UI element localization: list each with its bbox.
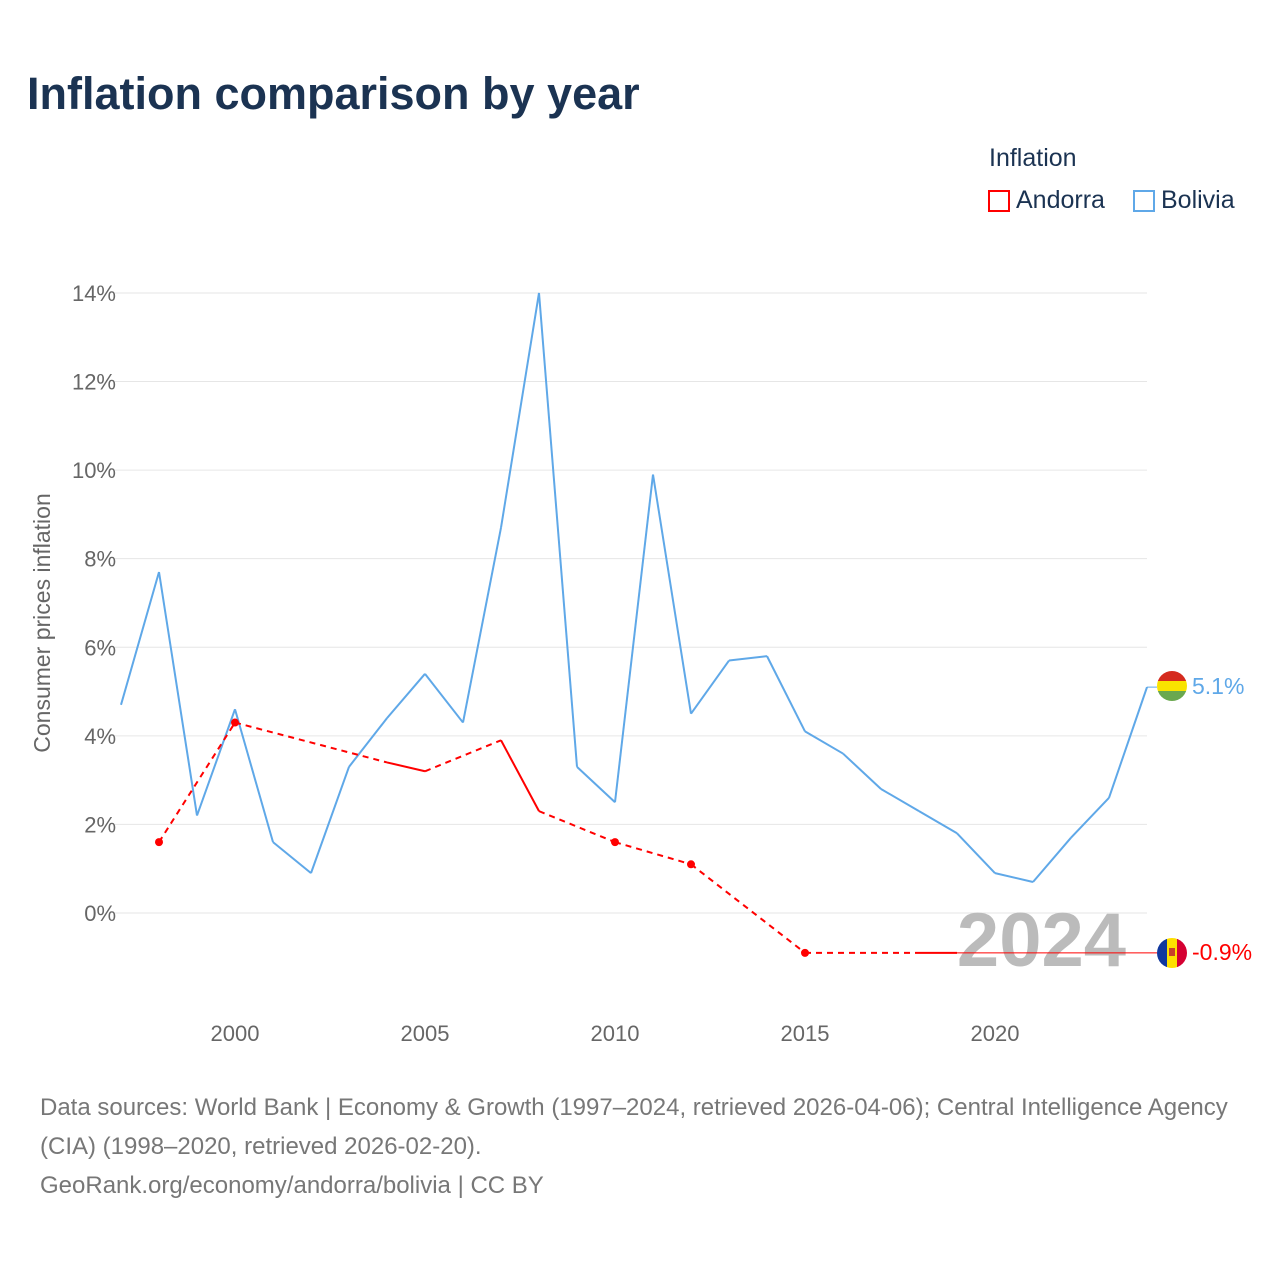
line-segment [234,708,274,843]
legend-title: Inflation [989,144,1077,172]
data-point [231,718,239,727]
line-segment [1032,837,1072,883]
data-point [611,838,619,847]
y-tick-label: 14% [72,281,116,306]
y-axis-label: Consumer prices inflation [29,493,55,753]
legend-label: Bolivia [1161,186,1235,214]
line-segment [386,673,426,719]
series-andorra [155,718,1157,957]
legend-item-andorra[interactable]: Andorra [988,186,1105,215]
line-segment [310,766,350,874]
line-segment [652,474,692,714]
x-tick-label: 2005 [401,1021,450,1046]
y-tick-label: 8% [84,547,116,572]
line-segment [690,659,730,715]
line-segment [728,655,768,662]
watermark-year: 2024 [957,898,1126,983]
data-sources: Data sources: World Bank | Economy & Gro… [40,1094,1228,1160]
line-segment [386,761,426,773]
line-segment [538,292,578,767]
y-tick-label: 2% [84,812,116,837]
line-segment [234,721,388,764]
line-segment [462,527,502,723]
x-tick-label: 2010 [591,1021,640,1046]
footer: Data sources: World Bank | Economy & Gro… [40,1088,1250,1205]
andorra-flag-icon [1157,938,1187,968]
series-bolivia [120,292,1157,883]
line-segment [804,730,844,755]
line-segment [576,766,616,804]
y-tick-label: 0% [84,901,116,926]
line-segment [158,722,236,843]
legend-item-bolivia[interactable]: Bolivia [1133,186,1235,215]
andorra-end-label: -0.9% [1192,939,1252,965]
line-segment [500,292,540,528]
line-segment [348,717,388,768]
y-tick-label: 4% [84,724,116,749]
credit-link[interactable]: GeoRank.org/economy/andorra/bolivia | CC… [40,1172,544,1199]
line-segment [272,841,312,874]
y-tick-label: 12% [72,370,116,395]
x-tick-label: 2000 [211,1021,260,1046]
y-tick-label: 10% [72,458,116,483]
line-segment [956,832,996,874]
line-segment [690,863,806,954]
line-segment [842,752,882,790]
bolivia-flag-icon [1157,671,1187,701]
x-tick-label: 2015 [781,1021,830,1046]
y-tick-label: 6% [84,635,116,660]
line-segment [1070,797,1110,839]
data-point [155,838,163,847]
line-segment [538,810,616,844]
x-tick-label: 2020 [971,1021,1020,1046]
line-segment [424,673,464,724]
legend-label: Andorra [1016,186,1105,214]
line-segment [880,788,920,812]
legend-swatch-bolivia [1133,189,1155,212]
line-segment [766,655,806,732]
line-segment [120,571,160,706]
line-segment [614,474,654,803]
data-point [687,860,695,869]
line-segment [500,739,540,812]
line-segment [994,872,1034,883]
legend-swatch-andorra [988,189,1010,212]
line-segment [614,841,692,866]
chart-plot: Consumer prices inflation 0% 2% 4% 6% 8% 10% 1… [29,281,1252,1046]
bolivia-end-label: 5.1% [1192,673,1244,699]
line-segment [1108,686,1148,799]
line-segment [424,739,502,773]
line-segment [196,708,236,816]
data-point [801,948,809,957]
chart-title: Inflation comparison by year [27,68,640,119]
line-segment [918,810,958,835]
line-segment [158,571,198,816]
